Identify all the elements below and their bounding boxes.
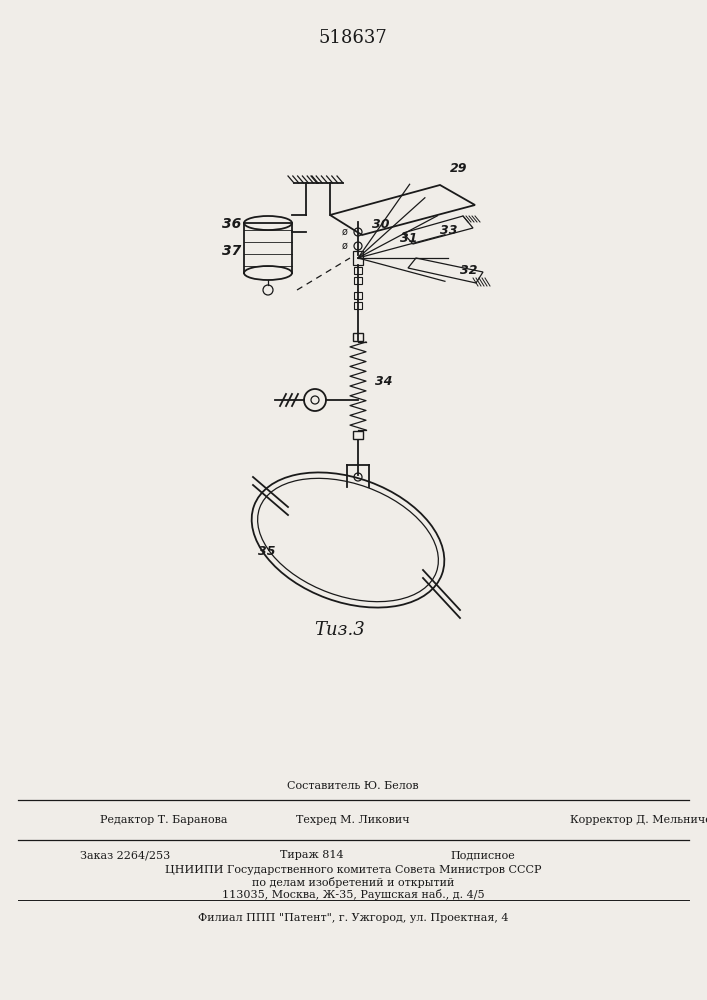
Text: 29: 29	[450, 162, 467, 175]
Text: Тираж 814: Тираж 814	[280, 850, 344, 860]
Text: Заказ 2264/253: Заказ 2264/253	[80, 850, 170, 860]
Text: по делам изобретений и открытий: по делам изобретений и открытий	[252, 878, 454, 888]
Text: 33: 33	[440, 224, 457, 237]
Text: 30: 30	[372, 218, 390, 231]
Bar	[354, 266, 362, 273]
Text: ЦНИИПИ Государственного комитета Совета Министров СССР: ЦНИИПИ Государственного комитета Совета …	[165, 865, 542, 875]
Text: 34: 34	[375, 375, 392, 388]
Ellipse shape	[244, 266, 292, 280]
Text: Составитель Ю. Белов: Составитель Ю. Белов	[287, 781, 419, 791]
Text: Подписное: Подписное	[450, 850, 515, 860]
Text: 113035, Москва, Ж-35, Раушская наб., д. 4/5: 113035, Москва, Ж-35, Раушская наб., д. …	[222, 890, 484, 900]
Text: 32: 32	[460, 264, 477, 277]
Bar	[354, 302, 362, 308]
Text: 518637: 518637	[319, 29, 387, 47]
Bar	[353, 333, 363, 341]
Bar	[354, 292, 362, 298]
Text: Техред М. Ликович: Техред М. Ликович	[296, 815, 410, 825]
Text: Τиз.3: Τиз.3	[315, 621, 366, 639]
Text: ø: ø	[342, 227, 348, 237]
Text: Корректор Д. Мельниченко: Корректор Д. Мельниченко	[570, 815, 707, 825]
Bar	[353, 251, 363, 265]
Bar	[244, 223, 292, 273]
Text: 31: 31	[400, 232, 418, 245]
Text: 37: 37	[222, 244, 241, 258]
Bar	[353, 431, 363, 439]
Text: 35: 35	[258, 545, 276, 558]
Text: 36: 36	[222, 217, 241, 231]
Text: Редактор Т. Баранова: Редактор Т. Баранова	[100, 815, 228, 825]
Text: ø: ø	[342, 241, 348, 251]
Text: Филиал ППП "Патент", г. Ужгород, ул. Проектная, 4: Филиал ППП "Патент", г. Ужгород, ул. Про…	[198, 913, 508, 923]
Bar	[354, 276, 362, 284]
